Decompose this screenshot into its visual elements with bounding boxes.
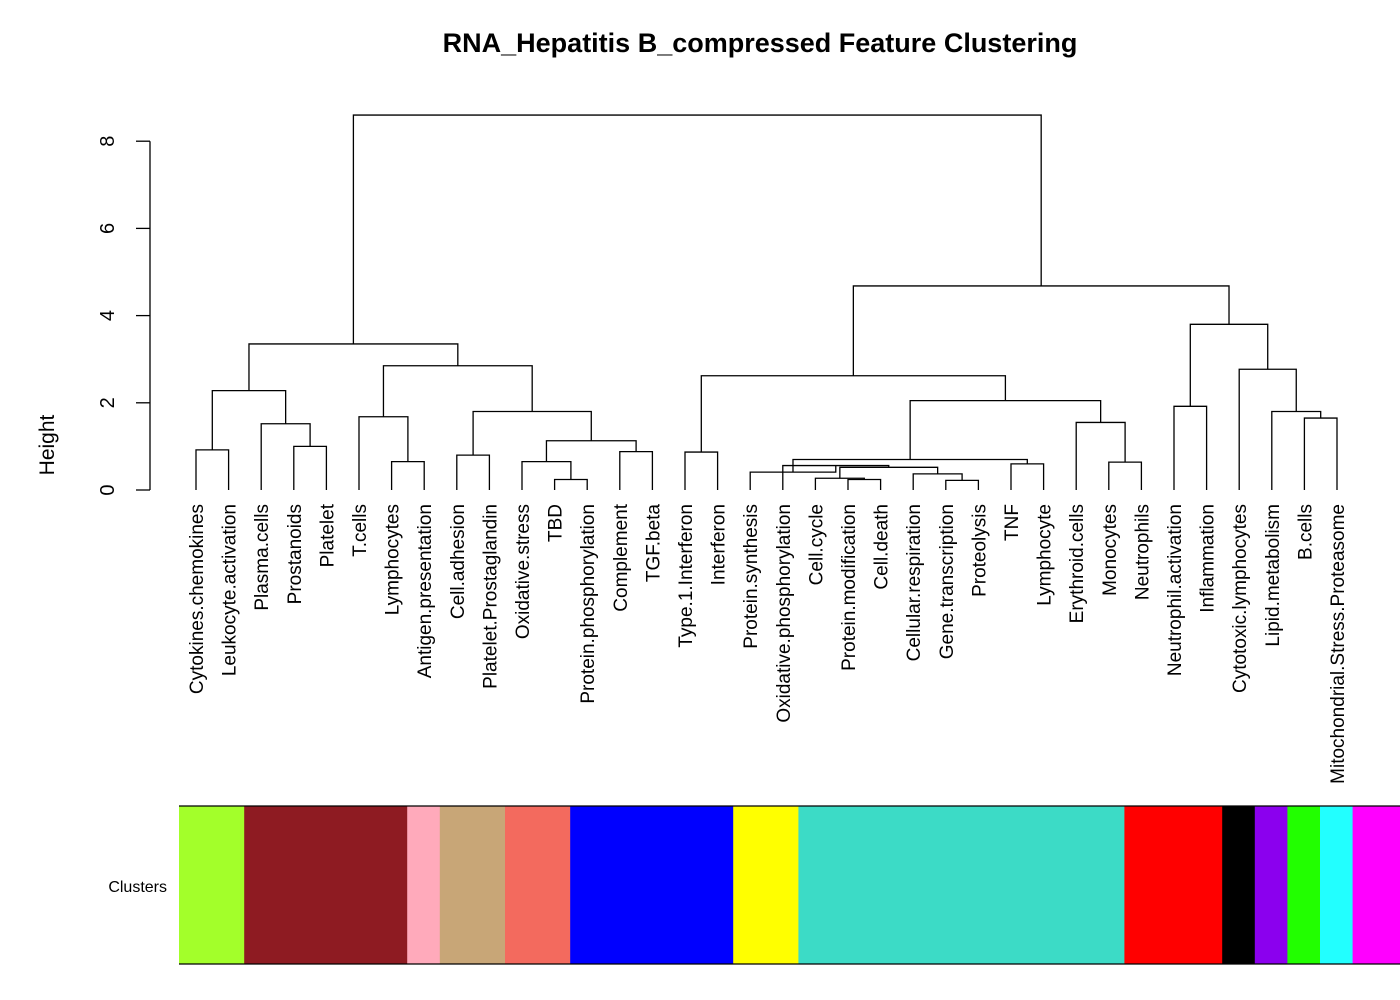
leaf-label: Cell.adhesion: [448, 504, 469, 619]
cluster-segment: [179, 806, 245, 964]
dendrogram-link: [1189, 323, 1269, 407]
leaf-label: Lipid.metabolism: [1263, 504, 1284, 647]
leaf-label: Type.1.Interferon: [676, 504, 697, 648]
leaf-label: Cytokines.chemokines: [187, 504, 208, 694]
y-tick-label: 0: [97, 484, 119, 495]
cluster-segment: [570, 806, 734, 964]
y-axis-label: Height: [36, 414, 59, 475]
dendrogram-link: [912, 473, 963, 490]
cluster-segment: [798, 806, 1125, 964]
dendrogram-link: [847, 478, 882, 490]
leaf-label: Cell.cycle: [806, 504, 827, 585]
cluster-segment: [1222, 806, 1256, 964]
leaf-label: Plasma.cells: [252, 504, 273, 611]
leaf-label: T.cells: [350, 504, 371, 557]
leaf-label: Prostanoids: [285, 504, 306, 604]
dendrogram-link: [211, 389, 287, 450]
dendrogram-link: [1010, 463, 1045, 490]
leaf-label: TBD: [546, 504, 567, 542]
leaf-label: Complement: [611, 503, 632, 611]
dendrogram-link: [456, 454, 491, 490]
leaf-label: Cell.death: [872, 504, 893, 590]
dendrogram-link: [684, 451, 719, 490]
cluster-bar: [179, 805, 1400, 965]
dendrogram-link: [1108, 461, 1143, 490]
dendrogram-link: [852, 285, 1230, 376]
dendrogram-link: [1173, 405, 1208, 490]
dendrogram-link: [1303, 417, 1338, 490]
y-tick-label: 2: [97, 397, 119, 408]
dendrogram-link: [521, 461, 572, 490]
dendrogram-link: [472, 410, 592, 456]
cluster-segment: [505, 806, 571, 964]
cluster-segment: [733, 806, 799, 964]
cluster-segment: [1254, 806, 1288, 964]
leaf-label: Erythroid.cells: [1067, 504, 1088, 623]
leaf-label: Gene.transcription: [937, 504, 958, 659]
dendrogram-link: [553, 478, 588, 490]
dendrogram-link: [358, 416, 409, 490]
dendrogram-link: [1238, 368, 1297, 490]
y-tick-label: 4: [97, 310, 119, 321]
leaf-label: Interferon: [709, 504, 730, 585]
leaf-label: Neutrophils: [1132, 504, 1153, 600]
leaf-label: Lymphocyte: [1035, 504, 1056, 606]
dendrogram-tree: [195, 114, 1338, 490]
cluster-segment: [244, 806, 408, 964]
dendrogram-link: [839, 466, 939, 479]
cluster-segment: [1352, 806, 1400, 964]
chart-title: RNA_Hepatitis B_compressed Feature Clust…: [442, 28, 1078, 58]
leaf-label: Mitochondrial.Stress.Proteasome: [1328, 504, 1349, 784]
clusters-label: Clusters: [108, 879, 167, 896]
leaf-label: Antigen.presentation: [415, 504, 436, 678]
leaf-label: Oxidative.stress: [513, 504, 534, 639]
leaf-label: Protein.modification: [839, 504, 860, 671]
dendrogram-link: [1271, 410, 1322, 490]
dendrogram-link: [352, 114, 1042, 344]
cluster-segment: [1320, 806, 1353, 964]
leaf-label: Protein.synthesis: [741, 504, 762, 649]
leaf-label: Protein.phosphorylation: [578, 504, 599, 704]
leaf-label: Cytotoxic.lymphocytes: [1230, 504, 1251, 693]
leaf-label: B.cells: [1295, 504, 1316, 560]
leaf-label: Cellular.respiration: [904, 504, 925, 661]
leaf-label: Neutrophil.activation: [1165, 504, 1186, 676]
y-tick-label: 8: [97, 136, 119, 147]
leaf-label: Proteolysis: [969, 504, 990, 597]
leaf-label: Platelet.Prostaglandin: [480, 504, 501, 689]
leaf-label: Inflammation: [1198, 504, 1219, 613]
leaf-labels: Cytokines.chemokines Leukocyte.activation…: [187, 503, 1349, 784]
dendrogram-link: [1075, 421, 1126, 490]
cluster-segment: [1287, 806, 1321, 964]
dendrogram-link: [390, 461, 425, 490]
cluster-segment: [407, 806, 441, 964]
leaf-label: Leukocyte.activation: [220, 504, 241, 676]
leaf-label: TNF: [1002, 504, 1023, 541]
dendrogram-link: [260, 423, 311, 490]
cluster-segment: [1124, 806, 1223, 964]
y-axis: 0 2 4 6 8: [97, 136, 151, 496]
dendrogram-link: [293, 445, 328, 490]
dendrogram-link: [195, 449, 230, 490]
leaf-label: Monocytes: [1100, 504, 1121, 596]
dendrogram-link: [619, 450, 654, 490]
y-tick-label: 6: [97, 223, 119, 234]
dendrogram-link: [382, 365, 533, 417]
dendrogram-link: [248, 343, 459, 391]
dendrogram-link: [945, 479, 980, 490]
cluster-segment: [439, 806, 506, 964]
dendrogram-link: [909, 399, 1102, 460]
leaf-label: Platelet: [317, 503, 338, 567]
leaf-label: Oxidative.phosphorylation: [774, 504, 795, 723]
leaf-label: TGF.beta: [643, 504, 664, 583]
dendrogram-link: [700, 375, 1007, 453]
leaf-label: Lymphocytes: [383, 504, 404, 615]
